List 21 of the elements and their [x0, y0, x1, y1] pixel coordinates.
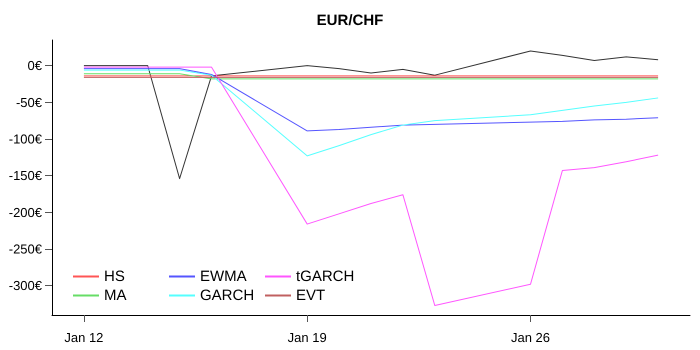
line-series — [83, 66, 659, 306]
chart-title: EUR/CHF — [316, 12, 384, 29]
x-tick-label: Jan 12 — [64, 330, 104, 345]
y-tick-label: -100€ — [8, 132, 43, 146]
legend-label: EWMA — [200, 268, 247, 285]
line-series — [83, 50, 659, 180]
y-tick-label: -250€ — [8, 242, 43, 256]
y-tick-label: -150€ — [8, 168, 43, 184]
legend-label: EVT — [296, 287, 326, 304]
line-series — [83, 68, 659, 132]
legend-label: GARCH — [200, 287, 254, 304]
y-tick-label: -300€ — [8, 278, 43, 294]
y-tick-label: -200€ — [8, 204, 43, 220]
x-tick-label: Jan 26 — [510, 330, 550, 345]
legend-label: HS — [104, 268, 125, 285]
legend-label: tGARCH — [296, 268, 354, 285]
line-series — [83, 70, 659, 156]
x-tick-label: Jan 19 — [288, 330, 327, 345]
y-tick-label: 0€ — [28, 58, 43, 74]
legend-label: MA — [104, 287, 126, 304]
y-tick-label: -50€ — [16, 94, 43, 110]
